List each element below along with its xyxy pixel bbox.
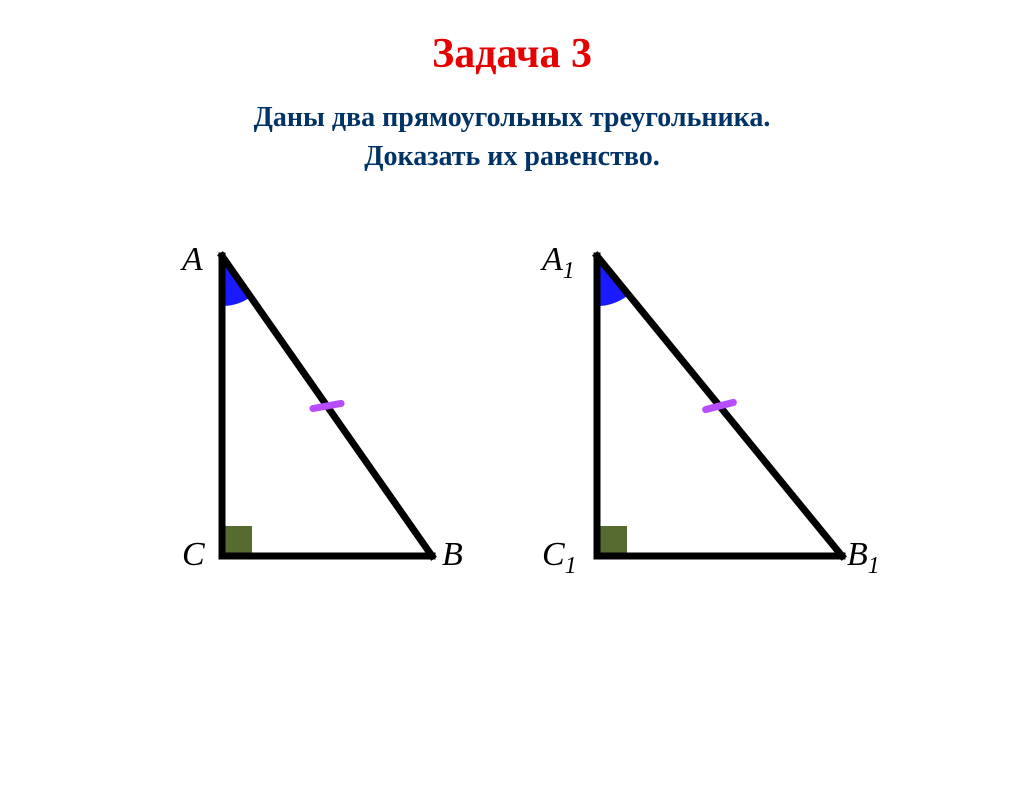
triangle-right — [542, 236, 862, 596]
subtitle-line1: Даны два прямоугольных треугольника. — [254, 102, 771, 133]
vertex-label-C: C — [182, 536, 205, 574]
vertex-label-C1: C1 — [542, 536, 577, 580]
vertex-label-B1: B1 — [847, 536, 880, 580]
triangle-left — [162, 236, 482, 596]
subtitle-line2: Доказать их равенство. — [364, 141, 660, 172]
vertex-label-B: B — [442, 536, 463, 574]
problem-statement: Даны два прямоугольных треугольника. Док… — [0, 98, 1024, 176]
triangle-left-wrap: A C B — [162, 236, 482, 601]
figures-row: A C B A1 C1 B1 — [0, 236, 1024, 601]
vertex-label-A: A — [182, 241, 203, 279]
triangle-right-wrap: A1 C1 B1 — [542, 236, 862, 601]
problem-title: Задача 3 — [0, 30, 1024, 78]
vertex-label-A1: A1 — [542, 241, 575, 285]
